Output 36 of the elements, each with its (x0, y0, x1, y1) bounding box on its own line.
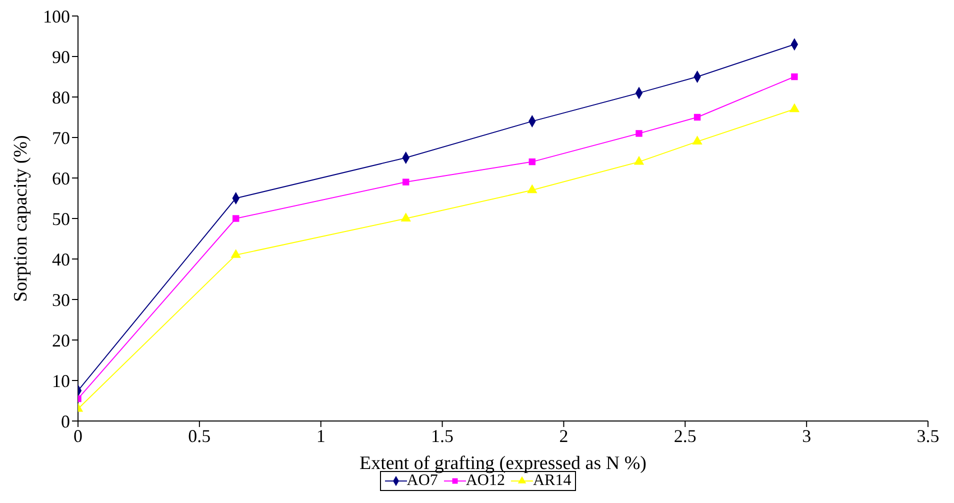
x-axis-title: Extent of grafting (expressed as N %) (359, 453, 647, 474)
point (694, 114, 701, 121)
y-tick-label: 30 (52, 290, 70, 310)
legend-label: AR14 (532, 472, 572, 490)
y-tick-label: 0 (61, 411, 70, 432)
x-tick-label: 3.5 (916, 426, 940, 446)
x-tick-label: 1.5 (431, 426, 454, 446)
y-tick-label: 90 (52, 46, 70, 67)
point (402, 178, 410, 186)
point (634, 156, 644, 165)
point (692, 136, 702, 144)
x-tick-label: 2.5 (674, 426, 696, 446)
point (791, 73, 798, 80)
legend-label: AO7 (406, 472, 438, 490)
point (230, 249, 241, 258)
y-tick-label: 40 (52, 249, 70, 270)
point (528, 158, 536, 166)
y-tick-label: 60 (52, 168, 70, 188)
x-tick-label: 2 (559, 426, 568, 446)
legend-label: AO12 (466, 472, 505, 490)
x-tick-label: 0.5 (188, 426, 211, 446)
y-tick-label: 20 (52, 330, 70, 350)
y-tick-label: 50 (52, 208, 70, 229)
y-tick-label: 10 (52, 370, 70, 391)
x-tick-label: 1 (316, 426, 326, 446)
point (789, 103, 800, 112)
y-tick-label: 100 (43, 6, 70, 26)
y-axis-title: Sorption capacity (%) (10, 135, 32, 302)
point (400, 212, 411, 222)
point (527, 184, 538, 194)
x-tick-label: 0 (74, 426, 82, 446)
point (232, 215, 240, 222)
y-tick-label: 80 (52, 87, 70, 108)
x-tick-label: 3 (802, 426, 812, 446)
y-tick-label: 70 (52, 128, 70, 148)
point (636, 130, 642, 137)
